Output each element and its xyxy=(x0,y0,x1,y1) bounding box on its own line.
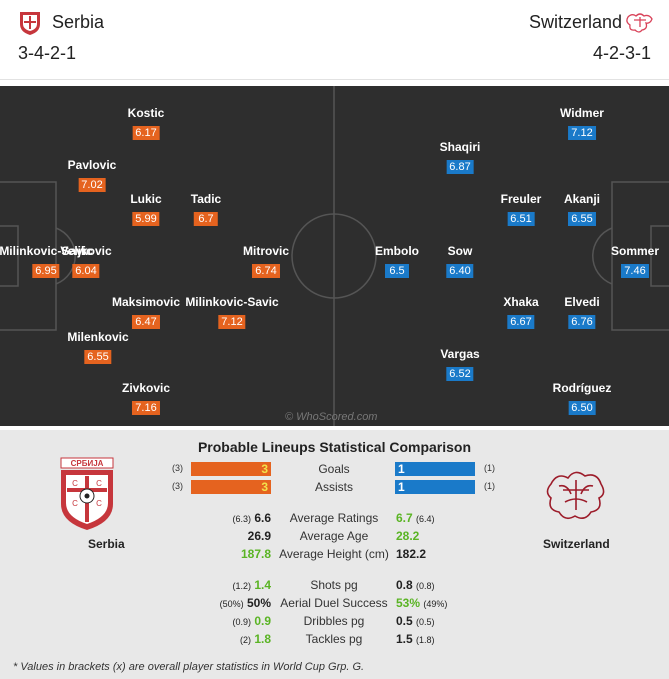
watermark: © WhoScored.com xyxy=(285,411,378,423)
player-rating: 6.51 xyxy=(507,212,535,226)
away-player[interactable]: Widmer 7.12 xyxy=(560,106,604,140)
away-value: 28.2 xyxy=(396,529,420,543)
away-goals-bar: 1 xyxy=(395,462,475,476)
home-player[interactable]: Tadic 6.7 xyxy=(190,192,222,226)
stat-row-assists: (3) 3 Assists 1 (1) xyxy=(172,480,495,494)
home-player[interactable]: Lukic 5.99 xyxy=(130,192,162,226)
svg-text:C: C xyxy=(72,479,78,488)
away-player[interactable]: Sow 6.40 xyxy=(446,244,474,278)
player-rating: 7.12 xyxy=(568,126,596,140)
away-crest-label: Switzerland xyxy=(543,537,610,551)
away-value: 0.8 (0.8) xyxy=(396,578,435,592)
home-player[interactable]: Maksimovic 6.47 xyxy=(111,295,181,329)
home-value: (50%) 50% xyxy=(219,596,271,610)
away-player[interactable]: Freuler 6.51 xyxy=(500,192,542,226)
away-player[interactable]: Rodríguez 6.50 xyxy=(552,381,612,415)
home-player[interactable]: Kostic 6.17 xyxy=(127,106,165,140)
stats-title: Probable Lineups Statistical Comparison xyxy=(197,439,472,455)
stat-row-average-ratings: (6.3) 6.6 Average Ratings 6.7 (6.4) xyxy=(232,511,435,525)
away-player[interactable]: Embolo 6.5 xyxy=(375,244,419,278)
away-player[interactable]: Shaqiri 6.87 xyxy=(439,140,481,174)
stat-row-goals: (3) 3 Goals 1 (1) xyxy=(172,462,495,476)
stats-comparison: Probable Lineups Statistical Comparison … xyxy=(0,430,669,679)
home-value: 26.9 xyxy=(247,529,271,543)
player-rating: 6.55 xyxy=(568,212,596,226)
home-team-name[interactable]: Serbia xyxy=(52,12,105,32)
player-rating: 7.16 xyxy=(132,401,160,415)
svg-text:СРБИЈА: СРБИЈА xyxy=(71,459,104,468)
away-value: 182.2 xyxy=(396,547,427,561)
stat-row-tackles: (2) 1.8 Tackles pg 1.5 (1.8) xyxy=(239,632,435,646)
home-player[interactable]: Pavlovic 7.02 xyxy=(67,158,117,192)
stat-row-aerial-duel: (50%) 50% Aerial Duel Success 53% (49%) xyxy=(219,596,448,610)
away-player-goalkeeper[interactable]: Sommer 7.46 xyxy=(610,244,660,278)
player-rating: 6.7 xyxy=(193,212,218,226)
away-formation: 4-2-3-1 xyxy=(592,43,651,63)
home-player[interactable]: Milenkovic 6.55 xyxy=(67,330,129,364)
stat-row-dribbles: (0.9) 0.9 Dribbles pg 0.5 (0.5) xyxy=(232,614,435,628)
pitch-markings xyxy=(0,86,669,426)
away-player[interactable]: Xhaka 6.67 xyxy=(503,295,539,329)
player-rating: 6.50 xyxy=(568,401,596,415)
home-assists-bar: 3 xyxy=(191,480,271,494)
player-rating: 6.52 xyxy=(446,367,474,381)
player-rating: 7.02 xyxy=(78,178,106,192)
away-player[interactable]: Elvedi 6.76 xyxy=(564,295,600,329)
stat-row-average-age: 26.9 Average Age 28.2 xyxy=(247,529,420,543)
player-rating: 6.17 xyxy=(132,126,160,140)
home-value: (6.3) 6.6 xyxy=(232,511,271,525)
player-rating: 6.47 xyxy=(132,315,160,329)
away-player[interactable]: Akanji 6.55 xyxy=(563,192,601,226)
svg-text:C: C xyxy=(96,479,102,488)
home-crest-label: Serbia xyxy=(88,537,125,551)
away-value: 0.5 (0.5) xyxy=(396,614,435,628)
stat-row-shots: (1.2) 1.4 Shots pg 0.8 (0.8) xyxy=(232,578,435,592)
player-rating: 6.74 xyxy=(252,264,280,278)
footnote: * Values in brackets (x) are overall pla… xyxy=(13,661,365,673)
home-player-goalkeeper[interactable]: Milinkovic-Savic 6.95 xyxy=(0,244,93,278)
stat-row-average-height: 187.8 Average Height (cm) 182.2 xyxy=(240,547,427,561)
home-goals-bar: 3 xyxy=(191,462,271,476)
player-rating: 6.76 xyxy=(568,315,596,329)
player-rating: 7.46 xyxy=(621,264,649,278)
home-value: (1.2) 1.4 xyxy=(232,578,271,592)
player-rating: 6.67 xyxy=(507,315,535,329)
switzerland-flag-icon xyxy=(626,13,653,33)
away-player[interactable]: Vargas 6.52 xyxy=(440,347,480,381)
switzerland-crest-icon xyxy=(546,471,605,520)
pitch: Kostic 6.17 Pavlovic 7.02 Lukic 5.99 Tadic 6… xyxy=(0,86,669,426)
home-player[interactable]: Milinkovic-Savic 7.12 xyxy=(185,295,279,329)
player-rating: 6.40 xyxy=(446,264,474,278)
home-value: 187.8 xyxy=(240,547,271,561)
home-value: (0.9) 0.9 xyxy=(232,614,271,628)
home-player[interactable]: Zivkovic 7.16 xyxy=(121,381,171,415)
player-rating: 7.12 xyxy=(218,315,246,329)
serbia-flag-icon xyxy=(20,12,40,35)
player-rating: 5.99 xyxy=(132,212,160,226)
match-header: Serbia 3-4-2-1 Switzerland 4-2-3-1 xyxy=(0,0,669,80)
away-value: 53% (49%) xyxy=(396,596,448,610)
away-value: 6.7 (6.4) xyxy=(396,511,435,525)
player-rating: 6.95 xyxy=(32,264,60,278)
home-player[interactable]: Mitrovic 6.74 xyxy=(242,244,290,278)
away-value: 1.5 (1.8) xyxy=(396,632,435,646)
home-value: (2) 1.8 xyxy=(239,632,271,646)
away-assists-bar: 1 xyxy=(395,480,475,494)
home-player[interactable]: Veljkovic 6.04 xyxy=(60,244,112,278)
player-rating: 6.5 xyxy=(385,264,409,278)
svg-text:C: C xyxy=(96,499,102,508)
home-formation: 3-4-2-1 xyxy=(18,43,77,63)
player-rating: 6.04 xyxy=(72,264,100,278)
player-rating: 6.87 xyxy=(446,160,474,174)
player-rating: 6.55 xyxy=(84,350,112,364)
serbia-crest-icon: СРБИЈА C C C C xyxy=(60,457,114,530)
away-team-name[interactable]: Switzerland xyxy=(528,12,622,32)
svg-text:C: C xyxy=(72,499,78,508)
